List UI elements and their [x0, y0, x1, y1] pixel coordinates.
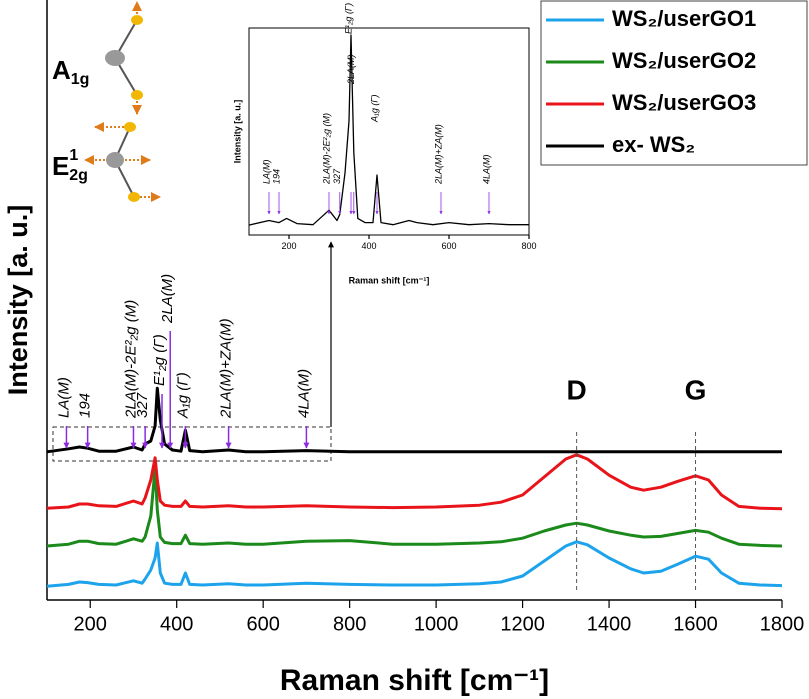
series-line	[46, 466, 783, 548]
x-tick-label: 800	[333, 613, 366, 635]
x-tick-label: 1400	[587, 613, 632, 635]
peak-label: 2LA(M)-2E²₂g (M)	[122, 300, 139, 419]
mode-label: E1 2g	[52, 147, 88, 184]
x-tick-label: 400	[160, 613, 193, 635]
peak-label: 194	[77, 393, 94, 418]
mode-sub: 2g	[69, 167, 88, 184]
x-tick-label: 1600	[673, 613, 718, 635]
x-tick-label: 800	[521, 241, 536, 251]
legend-label: WS₂/userGO1	[612, 6, 756, 31]
x-tick-label: 1800	[760, 613, 805, 635]
legend-label: ex- WS₂	[612, 132, 695, 157]
mode-label: A1g	[52, 55, 89, 88]
series-line	[46, 386, 782, 454]
peak-label: 194	[271, 169, 281, 184]
legend-label: WS₂/userGO2	[612, 48, 756, 73]
peak-label: 2LA(M)+ZA(M)	[433, 124, 443, 185]
mode-base: A	[52, 55, 71, 85]
peak-label: 2LA(M)+ZA(M)	[218, 318, 235, 419]
legend-frame	[540, 0, 808, 166]
x-tick-label: 200	[281, 241, 296, 251]
y-axis-label: Intensity [a. u.]	[232, 100, 242, 164]
mode-sup: 1	[69, 147, 78, 164]
inset-frame	[248, 27, 530, 236]
mode-base: E	[52, 151, 69, 181]
series-line	[46, 540, 783, 588]
peak-label: 2LA(M)-2E²₂g (M)	[321, 113, 331, 185]
x-tick-label: 200	[74, 613, 107, 635]
x-tick-label: 1200	[500, 613, 545, 635]
x-tick-label: 600	[441, 241, 456, 251]
peak-label: A₁g (Γ)	[369, 95, 379, 123]
peak-name: D	[567, 374, 587, 405]
peak-label: 2LA(M)	[346, 54, 356, 85]
peak-label: 4LA(M)	[295, 369, 312, 418]
peak-name: G	[685, 374, 707, 405]
x-axis-label: Raman shift [cm⁻¹]	[349, 275, 430, 285]
peak-label: 2LA(M)	[159, 274, 176, 324]
mode-sub: 1g	[71, 71, 90, 88]
peak-label: E¹₂g (Γ)	[343, 3, 353, 34]
peak-label: LA(M)	[261, 159, 271, 184]
legend-label: WS₂/userGO3	[612, 90, 756, 115]
peak-label: A₁g (Γ)	[174, 372, 191, 419]
x-tick-label: 1000	[414, 613, 459, 635]
peak-label: LA(M)	[55, 377, 72, 418]
peak-label: 4LA(M)	[481, 154, 491, 184]
y-axis-label: Intensity [a. u.]	[3, 205, 33, 396]
peak-label: 327	[332, 168, 342, 184]
x-tick-label: 400	[361, 241, 376, 251]
x-axis-label: Raman shift [cm⁻¹]	[280, 664, 549, 697]
zoom-box	[52, 426, 332, 462]
peak-label: E¹₂g (Γ)	[151, 334, 168, 386]
peak-label: 327	[134, 392, 151, 418]
mode-sketches	[84, 1, 161, 202]
x-tick-label: 600	[246, 613, 279, 635]
series-line	[248, 34, 529, 226]
series-line	[46, 453, 783, 511]
